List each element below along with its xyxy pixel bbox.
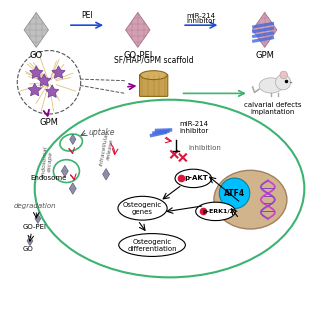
Polygon shape bbox=[103, 169, 109, 180]
Text: PEI: PEI bbox=[81, 12, 93, 20]
Text: ATF4: ATF4 bbox=[224, 189, 245, 198]
Polygon shape bbox=[27, 236, 33, 246]
Text: uptake: uptake bbox=[89, 128, 115, 137]
Text: miR-214
inhibitor: miR-214 inhibitor bbox=[180, 121, 209, 134]
Ellipse shape bbox=[259, 78, 283, 93]
Text: Endosome: Endosome bbox=[31, 175, 67, 181]
Text: miR-214: miR-214 bbox=[187, 13, 216, 19]
Text: GO: GO bbox=[23, 246, 34, 252]
Text: Osteogenic
genes: Osteogenic genes bbox=[123, 202, 162, 215]
Ellipse shape bbox=[214, 170, 287, 229]
Text: intracellular
release: intracellular release bbox=[99, 131, 116, 167]
Text: GO: GO bbox=[30, 51, 43, 60]
Ellipse shape bbox=[196, 202, 235, 220]
Polygon shape bbox=[24, 12, 49, 47]
Polygon shape bbox=[152, 129, 170, 135]
Ellipse shape bbox=[118, 196, 167, 220]
Text: inhibition: inhibition bbox=[188, 145, 221, 151]
Polygon shape bbox=[35, 214, 41, 223]
Text: GPM: GPM bbox=[40, 118, 59, 127]
Polygon shape bbox=[125, 12, 150, 47]
Text: inhibitor: inhibitor bbox=[187, 18, 216, 24]
Polygon shape bbox=[52, 66, 65, 78]
Polygon shape bbox=[252, 36, 274, 43]
Ellipse shape bbox=[119, 234, 185, 256]
Polygon shape bbox=[149, 131, 167, 138]
Text: GO-PEI: GO-PEI bbox=[23, 224, 47, 230]
Polygon shape bbox=[155, 128, 172, 132]
Polygon shape bbox=[61, 165, 68, 177]
Polygon shape bbox=[37, 74, 51, 86]
Text: p-ERK1/2: p-ERK1/2 bbox=[203, 209, 235, 214]
Text: SF/HAP/GPM scaffold: SF/HAP/GPM scaffold bbox=[114, 56, 194, 65]
FancyBboxPatch shape bbox=[140, 75, 168, 96]
Circle shape bbox=[219, 178, 250, 209]
Polygon shape bbox=[252, 31, 274, 38]
Circle shape bbox=[280, 71, 288, 79]
Polygon shape bbox=[252, 27, 274, 33]
Ellipse shape bbox=[140, 71, 167, 80]
Ellipse shape bbox=[175, 169, 212, 188]
Polygon shape bbox=[252, 12, 277, 47]
Circle shape bbox=[276, 75, 291, 90]
Text: calvarial defects
implantation: calvarial defects implantation bbox=[244, 102, 301, 115]
Text: GPM: GPM bbox=[255, 51, 274, 60]
Text: Osteogenic
differentiation: Osteogenic differentiation bbox=[127, 238, 177, 252]
Text: degradation: degradation bbox=[13, 203, 56, 209]
Text: endosomal
escape: endosomal escape bbox=[41, 145, 54, 178]
Polygon shape bbox=[70, 134, 76, 144]
Text: p-AKT: p-AKT bbox=[184, 175, 208, 181]
Polygon shape bbox=[45, 85, 59, 98]
Polygon shape bbox=[252, 22, 274, 29]
Polygon shape bbox=[28, 83, 41, 96]
Polygon shape bbox=[30, 66, 43, 78]
Polygon shape bbox=[69, 183, 76, 194]
Text: GO-PEI: GO-PEI bbox=[123, 51, 152, 60]
